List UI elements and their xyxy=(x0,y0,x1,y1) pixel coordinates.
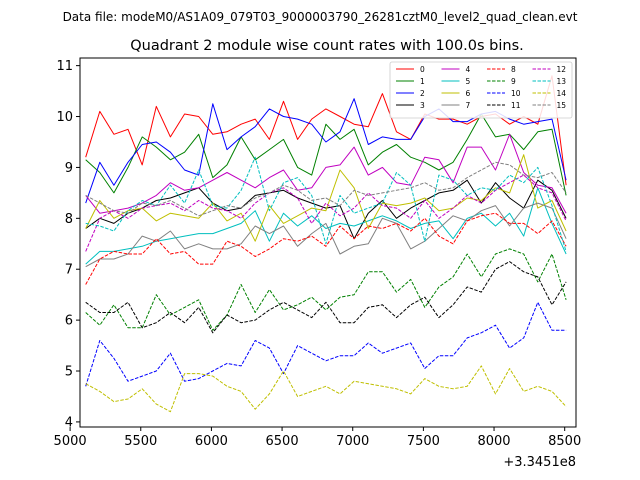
series-line-9 xyxy=(85,248,567,331)
legend-label-14: 14 xyxy=(557,89,567,98)
series-line-4 xyxy=(85,133,567,214)
legend-label-9: 9 xyxy=(511,77,516,86)
legend-label-10: 10 xyxy=(511,89,521,98)
y-tick-label-10: 10 xyxy=(56,110,73,125)
series-line-13 xyxy=(85,156,567,252)
legend-box xyxy=(389,61,573,119)
legend-label-0: 0 xyxy=(420,65,425,74)
legend-label-15: 15 xyxy=(557,101,567,110)
y-tick-label-6: 6 xyxy=(65,314,73,329)
y-tick-label-4: 4 xyxy=(65,415,73,430)
y-tick-label-11: 11 xyxy=(56,59,73,74)
series-line-11 xyxy=(85,261,567,334)
x-offset-label: +3.3451e8 xyxy=(503,455,576,470)
series-line-1 xyxy=(85,113,567,196)
legend-label-1: 1 xyxy=(420,77,425,86)
y-tick-label-9: 9 xyxy=(65,161,73,176)
x-tick-label-6500: 6500 xyxy=(266,434,299,449)
series-line-8 xyxy=(85,212,567,285)
legend-label-5: 5 xyxy=(466,77,471,86)
x-tick-label-7000: 7000 xyxy=(336,434,369,449)
legend-label-4: 4 xyxy=(466,65,471,74)
series-line-5 xyxy=(85,187,567,265)
chart-suptitle: Data file: modeM0/AS1A09_079T03_90000037… xyxy=(63,10,578,24)
y-tick-label-7: 7 xyxy=(65,263,73,278)
legend-label-6: 6 xyxy=(466,89,471,98)
legend-label-7: 7 xyxy=(466,101,471,110)
y-tick-label-8: 8 xyxy=(65,212,73,227)
axes-frame xyxy=(79,57,577,428)
series-line-6 xyxy=(85,154,567,242)
legend-label-12: 12 xyxy=(557,65,567,74)
x-tick-label-5000: 5000 xyxy=(54,434,87,449)
legend-label-8: 8 xyxy=(511,65,516,74)
legend-label-2: 2 xyxy=(420,89,425,98)
legend-label-3: 3 xyxy=(420,101,425,110)
series-line-15 xyxy=(85,161,567,217)
x-tick-label-7500: 7500 xyxy=(407,434,440,449)
legend-label-11: 11 xyxy=(511,101,521,110)
x-tick-label-8000: 8000 xyxy=(477,434,510,449)
axis-ticks: 5000 5500 6000 6500 7000 7500 8000 850045678910… xyxy=(54,59,582,449)
chart-title: Quadrant 2 module wise count rates with … xyxy=(130,38,524,54)
y-tick-label-5: 5 xyxy=(65,365,73,380)
series-line-14 xyxy=(85,365,567,413)
series-line-7 xyxy=(85,202,567,268)
legend-label-13: 13 xyxy=(557,77,567,86)
x-tick-label-8500: 8500 xyxy=(548,434,581,449)
series-lines xyxy=(85,75,567,413)
x-tick-label-5500: 5500 xyxy=(124,434,157,449)
series-line-10 xyxy=(85,301,567,387)
x-tick-label-6000: 6000 xyxy=(195,434,228,449)
